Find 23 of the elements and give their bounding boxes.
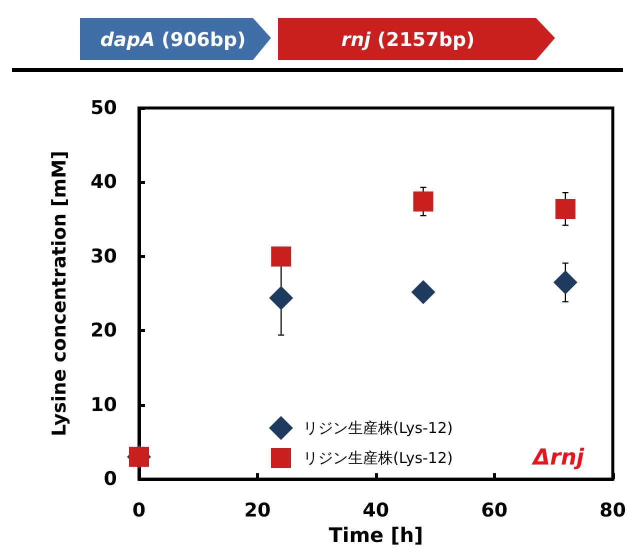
y-tick-label: 0: [104, 468, 117, 490]
x-tick-label: 60: [481, 500, 508, 522]
legend-label: リジン生産株(Lys-12): [303, 449, 453, 467]
x-axis-title: Time [h]: [328, 523, 424, 547]
point: [271, 246, 292, 266]
y-tick-label: 20: [90, 320, 117, 342]
x-tick-label: 40: [362, 500, 390, 522]
point: [413, 192, 434, 212]
point: [553, 270, 578, 294]
y-tick-label: 10: [90, 394, 117, 416]
y-tick-label: 30: [90, 245, 117, 268]
legend-label: リジン生産株(Lys-12): [303, 419, 453, 437]
gene-map: dapA (906bp) rnj (2157bp): [8, 8, 629, 74]
point: [411, 280, 436, 304]
y-tick-label: 50: [90, 97, 117, 119]
x-tick-label: 20: [244, 500, 271, 522]
x-tick-label: 0: [132, 500, 146, 522]
point: [269, 286, 294, 310]
y-tick-label: 40: [90, 171, 117, 194]
annotation: Δrnj: [531, 446, 585, 470]
y-axis-title: Lysine concentration [mM]: [48, 150, 70, 436]
point: [555, 198, 576, 219]
x-tick-label: 80: [600, 500, 626, 522]
